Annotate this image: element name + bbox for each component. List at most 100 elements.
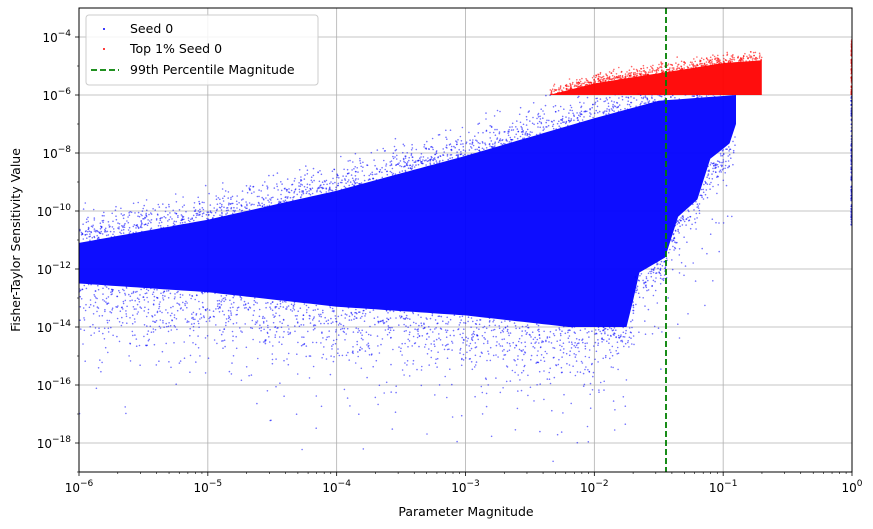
seed-0-point <box>719 169 722 172</box>
seed-0-point <box>718 171 721 173</box>
top-1-percent-point <box>713 55 716 58</box>
seed-0-point <box>627 100 629 102</box>
seed-0-point <box>650 270 653 273</box>
seed-0-point <box>469 349 471 352</box>
seed-0-point <box>563 121 565 123</box>
seed-0-point <box>435 160 438 162</box>
seed-0-point <box>230 198 232 200</box>
seed-0-point <box>340 155 342 158</box>
top-1-percent-point <box>668 68 671 71</box>
seed-0-point <box>170 306 172 309</box>
seed-0-point <box>596 97 598 100</box>
seed-0-point <box>529 386 532 389</box>
seed-0-point <box>303 178 306 180</box>
seed-0-point <box>362 161 364 164</box>
seed-0-point <box>271 358 274 361</box>
seed-0-point <box>470 347 473 350</box>
top-1-percent-point <box>661 71 663 74</box>
seed-0-point <box>533 400 535 402</box>
seed-0-point <box>430 155 433 158</box>
seed-0-point <box>513 322 516 324</box>
seed-0-point <box>271 362 274 365</box>
seed-0-point <box>383 150 386 152</box>
seed-0-point <box>464 153 466 156</box>
seed-0-point <box>716 160 719 162</box>
seed-0-point <box>135 308 137 310</box>
top-1-percent-point <box>603 77 606 80</box>
seed-0-point <box>539 346 542 349</box>
seed-0-point <box>674 247 677 250</box>
seed-0-point <box>588 356 590 359</box>
seed-0-point <box>489 145 491 147</box>
top-1-percent-point <box>551 88 554 90</box>
seed-0-point <box>100 230 102 233</box>
seed-0-point <box>212 315 215 318</box>
top-1-percent-point <box>619 78 622 80</box>
seed-0-point <box>176 302 178 305</box>
seed-0-point <box>720 171 722 173</box>
top-1-percent-point <box>594 76 597 79</box>
top-1-percent-point <box>651 67 654 70</box>
seed-0-point <box>484 338 487 340</box>
seed-0-point <box>349 181 352 183</box>
seed-0-point <box>159 217 161 220</box>
seed-0-point <box>540 359 542 362</box>
seed-0-point <box>281 343 283 346</box>
seed-0-point <box>727 160 730 162</box>
seed-0-point <box>84 360 86 363</box>
seed-0-point <box>226 212 229 214</box>
seed-0-point <box>484 143 487 146</box>
seed-0-point <box>101 314 104 317</box>
seed-0-point <box>631 343 633 345</box>
seed-0-point <box>126 322 128 325</box>
seed-0-point <box>539 126 541 129</box>
seed-0-point <box>608 338 610 340</box>
top-1-percent-point <box>657 69 660 72</box>
seed-0-point <box>556 433 559 436</box>
seed-0-point <box>404 165 406 167</box>
seed-0-point <box>594 101 597 104</box>
seed-0-point <box>558 358 560 361</box>
seed-0-point <box>427 159 430 162</box>
seed-0-point <box>245 185 248 187</box>
seed-0-point <box>307 330 309 333</box>
seed-0-point <box>545 121 547 124</box>
seed-0-point <box>279 305 282 308</box>
seed-0-point <box>359 183 362 185</box>
seed-0-point <box>162 319 164 322</box>
seed-0-point <box>543 113 546 115</box>
seed-0-point <box>392 348 394 351</box>
seed-0-point <box>79 295 81 298</box>
top-1-percent-point <box>561 89 563 91</box>
seed-0-point <box>331 170 334 172</box>
seed-0-point <box>119 231 121 234</box>
seed-0-point <box>106 321 109 324</box>
seed-0-point <box>490 140 493 142</box>
top-1-percent-point <box>594 81 597 84</box>
seed-0-point <box>143 218 145 220</box>
seed-0-point <box>429 163 432 166</box>
seed-0-point <box>401 342 404 345</box>
seed-0-point <box>470 361 473 363</box>
seed-0-point <box>517 390 519 392</box>
seed-0-point <box>323 180 326 182</box>
seed-0-point <box>568 335 571 337</box>
top-1-percent-point <box>607 78 609 80</box>
seed-0-point <box>125 313 127 315</box>
seed-0-point <box>189 220 191 223</box>
seed-0-point <box>103 211 105 214</box>
seed-0-point <box>295 413 298 416</box>
seed-0-point <box>178 209 181 211</box>
seed-0-point <box>332 360 335 363</box>
seed-0-point <box>361 348 363 350</box>
seed-0-point <box>579 371 582 374</box>
top-1-percent-point <box>566 88 568 91</box>
seed-0-point <box>577 346 579 349</box>
seed-0-point <box>412 359 415 362</box>
seed-0-point <box>498 131 501 133</box>
seed-0-point <box>276 172 279 174</box>
seed-0-point <box>566 362 568 365</box>
seed-0-point <box>449 129 452 131</box>
seed-0-point <box>460 364 463 367</box>
seed-0-point <box>105 286 108 288</box>
